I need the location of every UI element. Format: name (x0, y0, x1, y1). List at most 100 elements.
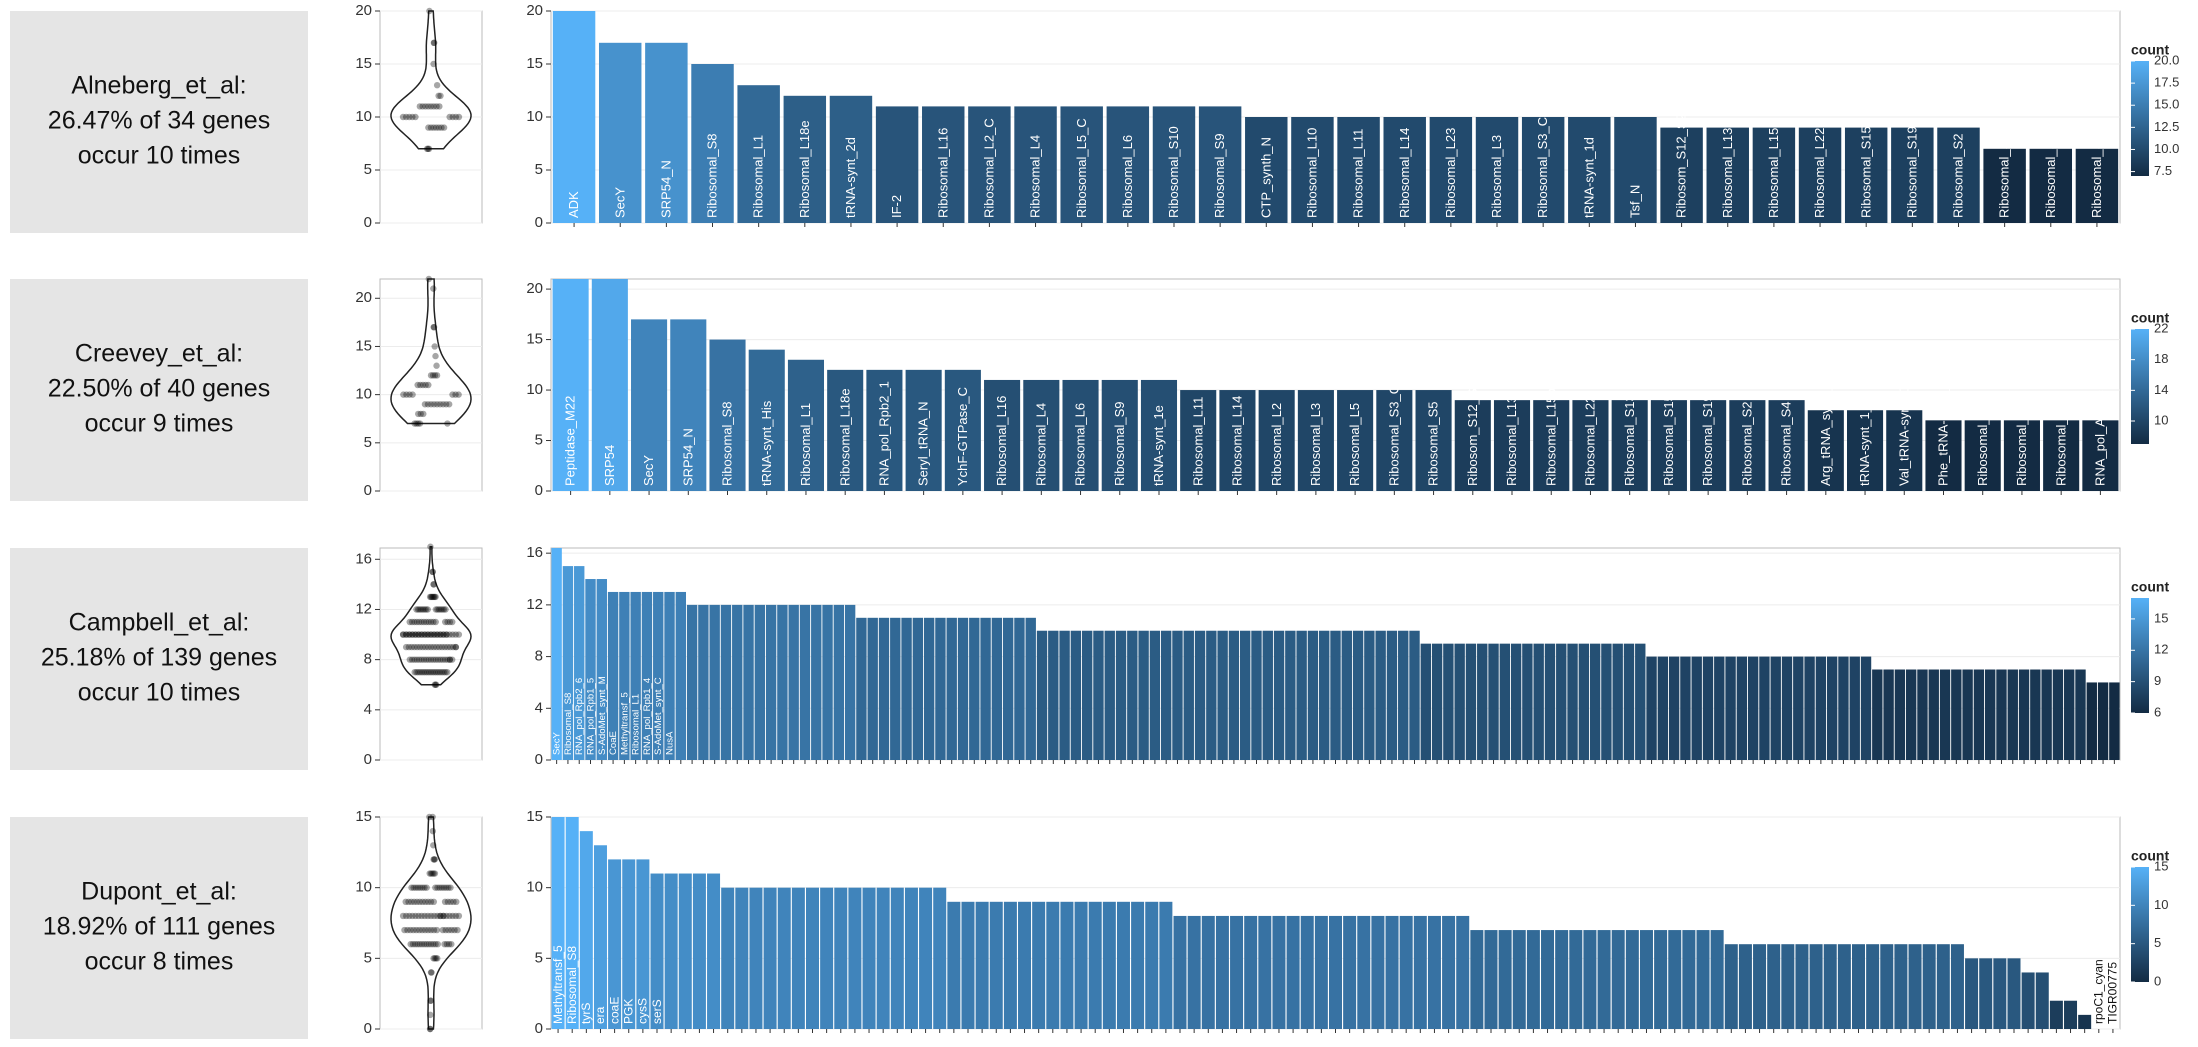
bar (1307, 630, 1319, 760)
bar (1973, 669, 1985, 760)
violin-point (418, 631, 425, 638)
violin-point (399, 631, 407, 638)
violin-point (433, 926, 441, 934)
violin-point (435, 668, 442, 676)
violin-point (444, 656, 451, 663)
bar (591, 279, 628, 491)
bar (1431, 643, 1443, 760)
violin-point (449, 618, 456, 626)
bar-label: S-AdoMet_synt_M (597, 676, 608, 755)
bar (1668, 930, 1682, 1029)
bar-label: Ribosomal_L1 (631, 694, 642, 755)
bar-label: Ribosomal_L14 (1230, 396, 1245, 486)
violin-point (452, 113, 460, 121)
violin-point (422, 381, 429, 389)
bar (1807, 410, 1844, 491)
bar (933, 887, 947, 1029)
bar (1102, 901, 1116, 1029)
violin-point (416, 926, 423, 934)
bar (1131, 901, 1145, 1029)
violin-point (425, 668, 433, 676)
violin-point (426, 870, 433, 877)
violin-point (410, 926, 417, 934)
bar-label: Ribosomal_S19 (1700, 394, 1715, 486)
y-tick-label: 8 (535, 648, 543, 665)
bar (1823, 944, 1837, 1029)
violin-point (430, 926, 438, 934)
bar (1413, 915, 1427, 1029)
bar (2064, 1000, 2078, 1029)
bar-label: era (593, 1006, 607, 1024)
bar-label: PGK (622, 999, 636, 1024)
violin-point (433, 124, 440, 131)
violin-point (413, 898, 421, 905)
violin-point (422, 606, 430, 613)
bar (551, 817, 565, 1029)
bar (957, 617, 969, 760)
bar (1556, 643, 1567, 760)
violin-point (434, 941, 441, 948)
violin-point (436, 103, 443, 110)
violin-point (420, 410, 427, 418)
bar-label: Phe_tRNA-synt_N (1936, 380, 1951, 486)
bar-label: Arg_tRNA_synt_N (1818, 380, 1833, 486)
bar (1032, 901, 1046, 1029)
violin-point (434, 606, 441, 613)
bar-label: Ribosomal_L6 (1120, 135, 1135, 218)
y-tick-label: 0 (364, 214, 372, 231)
bar (2086, 682, 2097, 760)
bar (645, 42, 688, 223)
bar (905, 369, 942, 491)
violin-point (412, 941, 419, 948)
bar (1849, 656, 1860, 760)
bar (1245, 117, 1288, 223)
violin-point (407, 926, 414, 934)
violin-point (427, 997, 434, 1004)
bar-label: Ribosomal_S3_C (1386, 385, 1401, 486)
bar (1258, 915, 1272, 1029)
bar (1454, 400, 1491, 491)
bar (749, 887, 763, 1029)
bar-label: Ribosomal_S4 (1779, 401, 1794, 486)
bar (1018, 901, 1032, 1029)
violin-point (438, 884, 446, 891)
bar (1059, 630, 1070, 760)
violin-point (427, 870, 435, 877)
violin-point (419, 103, 426, 110)
violin-point (447, 643, 454, 651)
bar (1510, 643, 1522, 760)
violin-point (428, 969, 435, 976)
bar (1371, 915, 1385, 1029)
violin-point (444, 898, 452, 905)
violin-point (412, 631, 419, 638)
bar (1194, 630, 1206, 760)
bar (1702, 656, 1714, 760)
y-tick-label: 4 (364, 701, 372, 718)
y-tick-label: 0 (364, 751, 372, 768)
violin-point (418, 656, 425, 663)
bar (799, 604, 811, 760)
violin-point (452, 643, 460, 651)
bar (1456, 915, 1470, 1029)
violin-point (418, 926, 426, 934)
violin-point (435, 606, 443, 613)
label-box (10, 817, 308, 1039)
violin-point (413, 606, 420, 613)
bar (1183, 630, 1194, 760)
bar (1569, 930, 1583, 1029)
violin-point (410, 884, 417, 891)
label-line: Alneberg_et_al: (71, 72, 246, 100)
violin-point (420, 668, 427, 676)
violin-point (445, 941, 453, 948)
violin-point (437, 656, 444, 663)
bar (1759, 656, 1770, 760)
violin-point (425, 145, 433, 152)
colorbar-label: 18 (2154, 351, 2168, 366)
bar (1025, 617, 1036, 760)
bar (1781, 944, 1795, 1029)
bar (1296, 630, 1307, 760)
violin-point (436, 668, 444, 676)
bar (1499, 643, 1511, 760)
violin-point (441, 656, 449, 663)
bar (1770, 656, 1781, 760)
